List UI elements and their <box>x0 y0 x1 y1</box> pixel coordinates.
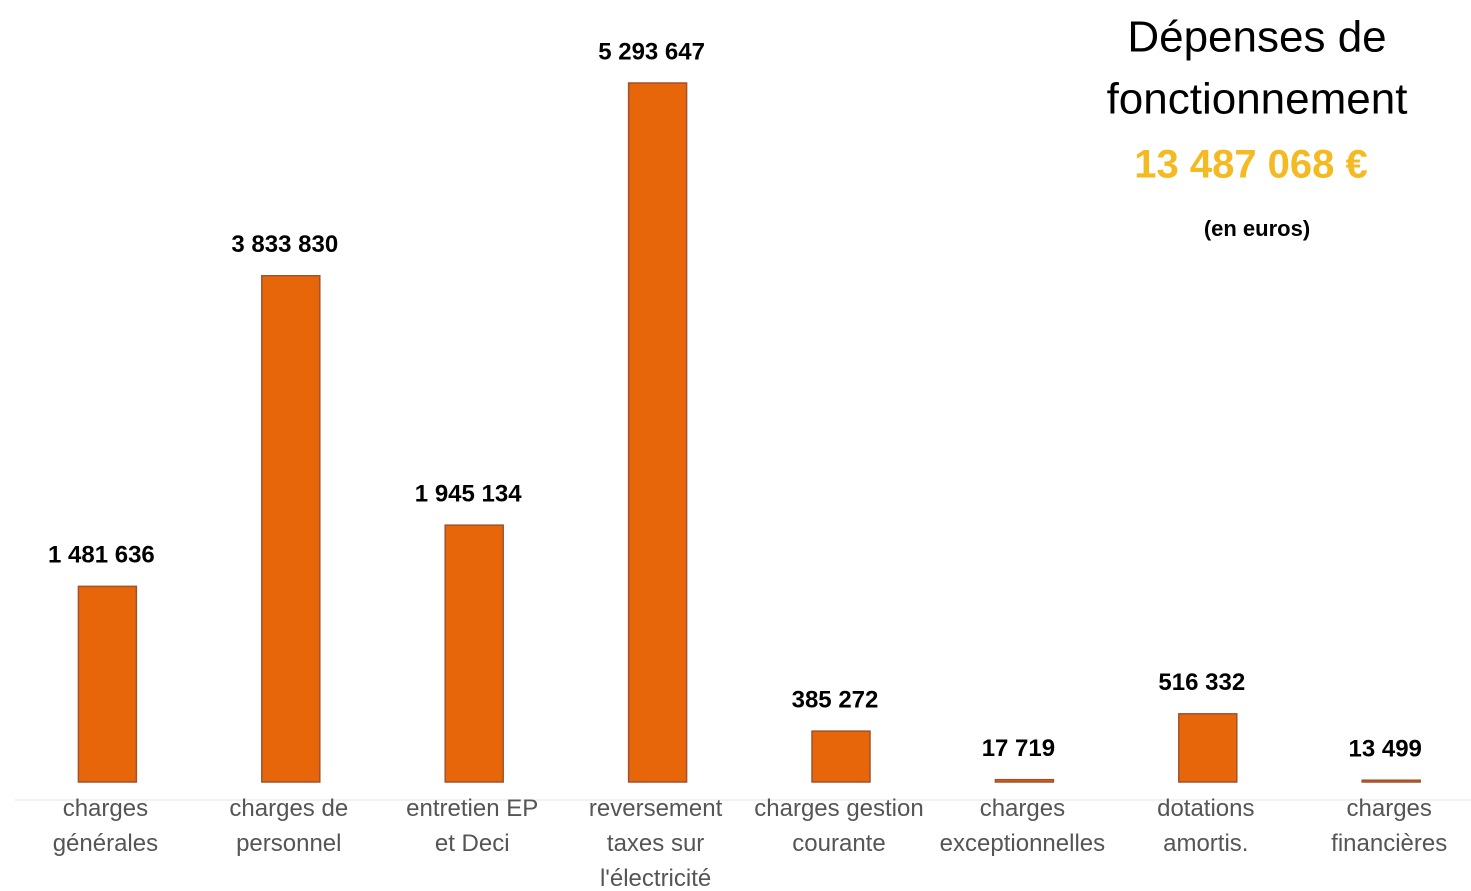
chart-title: fonctionnement <box>1107 75 1408 124</box>
value-label: 17 719 <box>982 735 1055 762</box>
chart-title: Dépenses de <box>1127 13 1386 62</box>
x-tick-label: dotations amortis. <box>1157 795 1254 857</box>
value-label: 1 945 134 <box>415 480 522 507</box>
x-tick-label: charges générales <box>53 795 158 857</box>
bar <box>444 524 504 783</box>
x-tick-label: charges exceptionnelles <box>940 795 1105 857</box>
bar <box>811 730 871 783</box>
bar <box>261 275 321 783</box>
bar <box>1361 779 1421 783</box>
bar <box>1178 713 1238 783</box>
value-label: 3 833 830 <box>231 231 338 258</box>
value-label: 385 272 <box>792 686 879 713</box>
total: 13 487 068 € <box>1134 143 1368 187</box>
x-tick-label: charges de personnel <box>229 795 348 857</box>
x-tick-label: entretien EP et Deci <box>406 795 538 857</box>
value-label: 13 499 <box>1348 736 1421 763</box>
value-label: 5 293 647 <box>598 38 705 65</box>
subtitle: (en euros) <box>1204 216 1310 241</box>
bar <box>994 778 1055 783</box>
bar <box>77 585 138 783</box>
bar <box>627 82 688 783</box>
x-tick-label: reversement taxes sur l'électricité <box>589 795 723 891</box>
x-tick-label: charges gestion courante <box>754 795 923 857</box>
value-label: 516 332 <box>1158 669 1245 696</box>
x-tick-label: charges financières <box>1331 795 1447 857</box>
value-label: 1 481 636 <box>48 542 155 569</box>
